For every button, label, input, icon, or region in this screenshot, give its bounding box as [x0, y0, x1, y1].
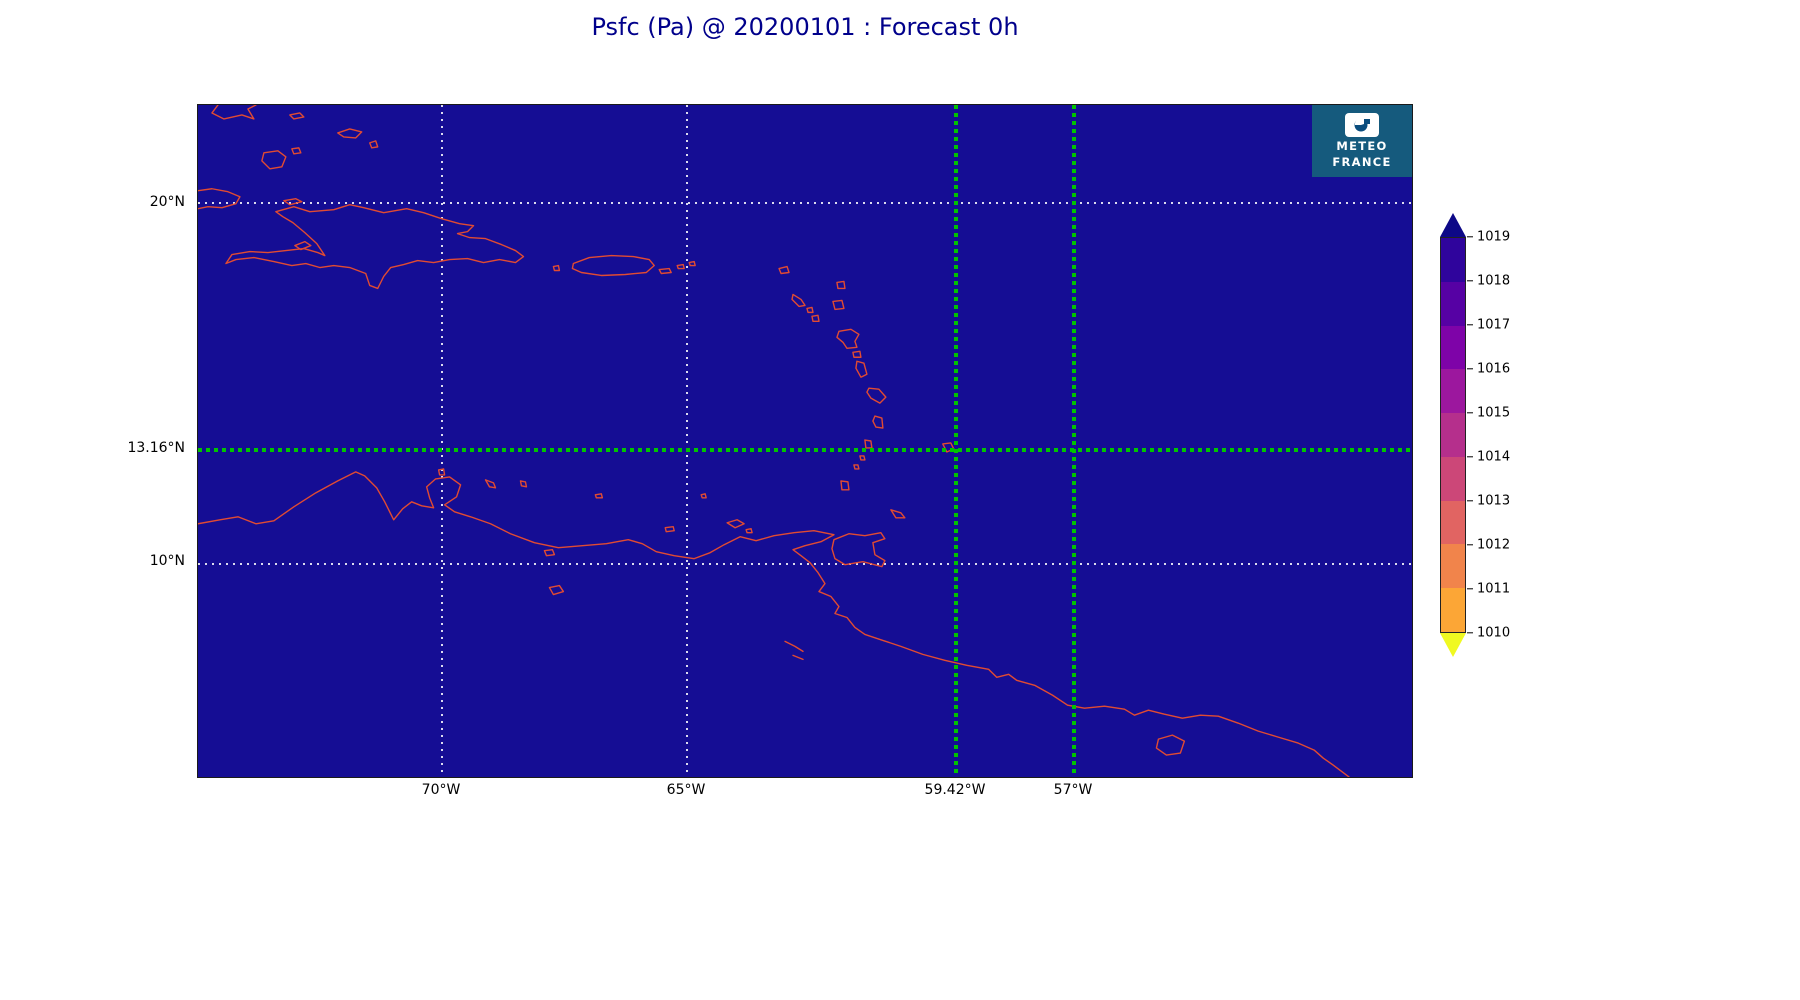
- colorbar-tickmark: [1467, 324, 1473, 326]
- colorbar-tick-1019: 1019: [1477, 229, 1511, 245]
- coastline-turks: [369, 140, 379, 149]
- colorbar-tickmark: [1467, 456, 1473, 458]
- coastline-st-vincent: [864, 439, 873, 449]
- xtick-65w: 65°W: [666, 782, 706, 798]
- coastline-caicos: [337, 128, 363, 139]
- colorbar-tick-1014: 1014: [1477, 449, 1511, 465]
- coastline-tortuga: [283, 198, 303, 206]
- colorbar-band: [1441, 325, 1465, 370]
- coastlines-caribbean: [198, 105, 1350, 777]
- coastline-st-martin: [778, 265, 790, 275]
- coastline-bonaire: [519, 480, 528, 488]
- colorbar-tick-1012: 1012: [1477, 537, 1511, 553]
- colorbar-tickmark: [1467, 412, 1473, 414]
- colorbar-band: [1441, 456, 1465, 501]
- ytick-20n: 20°N: [149, 194, 185, 210]
- logo-text-line2: FRANCE: [1332, 155, 1392, 169]
- colorbar-band: [1441, 544, 1465, 589]
- colorbar-tick-1011: 1011: [1477, 581, 1511, 597]
- coastline-la-blanquilla: [700, 493, 707, 499]
- highlight-line-lat-13-16n: [198, 448, 1412, 452]
- colorbar-tick-1018: 1018: [1477, 273, 1511, 289]
- logo-text-line1: METEO: [1336, 139, 1388, 154]
- coastline-st-kitts: [791, 293, 806, 308]
- meteo-france-logo: METEO FRANCE: [1312, 105, 1412, 177]
- colorbar-tickmark: [1467, 588, 1473, 590]
- map-canvas: METEO FRANCE: [197, 104, 1413, 778]
- coastline-antigua: [832, 299, 845, 311]
- gridline-lon-65w: [686, 105, 688, 777]
- coastline-barbuda: [836, 280, 846, 290]
- colorbar-tickmark: [1467, 544, 1473, 546]
- ytick-10n: 10°N: [149, 553, 185, 569]
- coastline-nevis: [806, 306, 814, 314]
- coastline-la-tortuga: [664, 526, 675, 533]
- gridline-lon-70w: [441, 105, 443, 777]
- colorbar-tick-1017: 1017: [1477, 317, 1511, 333]
- colorbar-tick-1010: 1010: [1477, 625, 1511, 641]
- coastline-aruba: [437, 468, 446, 476]
- highlight-line-lon-57w: [1072, 105, 1076, 777]
- xtick-70w: 70°W: [421, 782, 461, 798]
- colorbar-tick-1013: 1013: [1477, 493, 1511, 509]
- colorbar-tickmark: [1467, 500, 1473, 502]
- colorbar-tickmark: [1467, 236, 1473, 238]
- coastline-martinique: [866, 387, 887, 404]
- coastline-hispaniola: [225, 204, 525, 290]
- colorbar-tick-1015: 1015: [1477, 405, 1511, 421]
- colorbar-band: [1441, 281, 1465, 326]
- coastline-bahamas-acklins: [211, 105, 257, 120]
- colorbar-band: [1441, 588, 1465, 633]
- coastline-great-inagua: [261, 150, 287, 170]
- colorbar-band: [1441, 238, 1465, 282]
- colorbar-tickmark: [1467, 280, 1473, 282]
- coastline-dominica: [855, 360, 868, 378]
- coastline-south-america-mainland: [198, 471, 1350, 777]
- highlight-line-lon-59-42w: [954, 105, 958, 777]
- xtick-59-42w: 59.42°W: [924, 782, 986, 798]
- coastline-guarico-reservoir: [548, 584, 565, 596]
- coastline-curacao: [484, 479, 497, 489]
- colorbar-band: [1441, 500, 1465, 545]
- coastline-gonave: [294, 240, 312, 251]
- coastline-tobago: [890, 509, 906, 519]
- coastline-lake-valencia: [543, 548, 556, 557]
- colorbar-over-arrow: [1440, 213, 1466, 237]
- coastline-vieques: [658, 267, 672, 275]
- meteo-france-icon: [1345, 113, 1379, 138]
- coastline-grenada: [840, 480, 850, 491]
- coastline-cuba-east: [198, 188, 241, 210]
- colorbar-tickmark: [1467, 368, 1473, 370]
- coastline-mona: [552, 264, 561, 272]
- gridline-lat-20n: [198, 202, 1412, 204]
- coastline-orinoco-channels: [784, 640, 804, 661]
- colorbar-under-arrow: [1440, 633, 1466, 657]
- coastline-layer: [198, 105, 1350, 777]
- gridline-lat-10n: [198, 563, 1412, 565]
- coastline-trinidad: [831, 532, 886, 568]
- colorbar-band: [1441, 369, 1465, 414]
- coastline-st-lucia: [872, 415, 884, 429]
- coastline-brokopondo: [1155, 734, 1186, 756]
- coastline-grenadines: [853, 455, 866, 470]
- coastline-puerto-rico: [571, 254, 655, 277]
- ytick-13-16n: 13.16°N: [127, 440, 185, 456]
- colorbar-band: [1441, 413, 1465, 457]
- coastline-guadeloupe: [836, 328, 860, 349]
- coastline-los-roques: [594, 493, 604, 499]
- colorbar-body: [1440, 237, 1466, 633]
- coastline-montserrat: [811, 314, 820, 323]
- coastline-bahamas-mayaguana: [289, 112, 305, 120]
- colorbar-tick-1016: 1016: [1477, 361, 1511, 377]
- coastline-margarita: [726, 519, 753, 534]
- xtick-57w: 57°W: [1053, 782, 1093, 798]
- coastline-virgin-islands: [676, 260, 696, 270]
- coastline-marie-galante: [852, 350, 862, 358]
- coastline-little-inagua: [291, 147, 302, 155]
- plot-title: Psfc (Pa) @ 20200101 : Forecast 0h: [591, 13, 1019, 41]
- colorbar-tickmark: [1467, 632, 1473, 634]
